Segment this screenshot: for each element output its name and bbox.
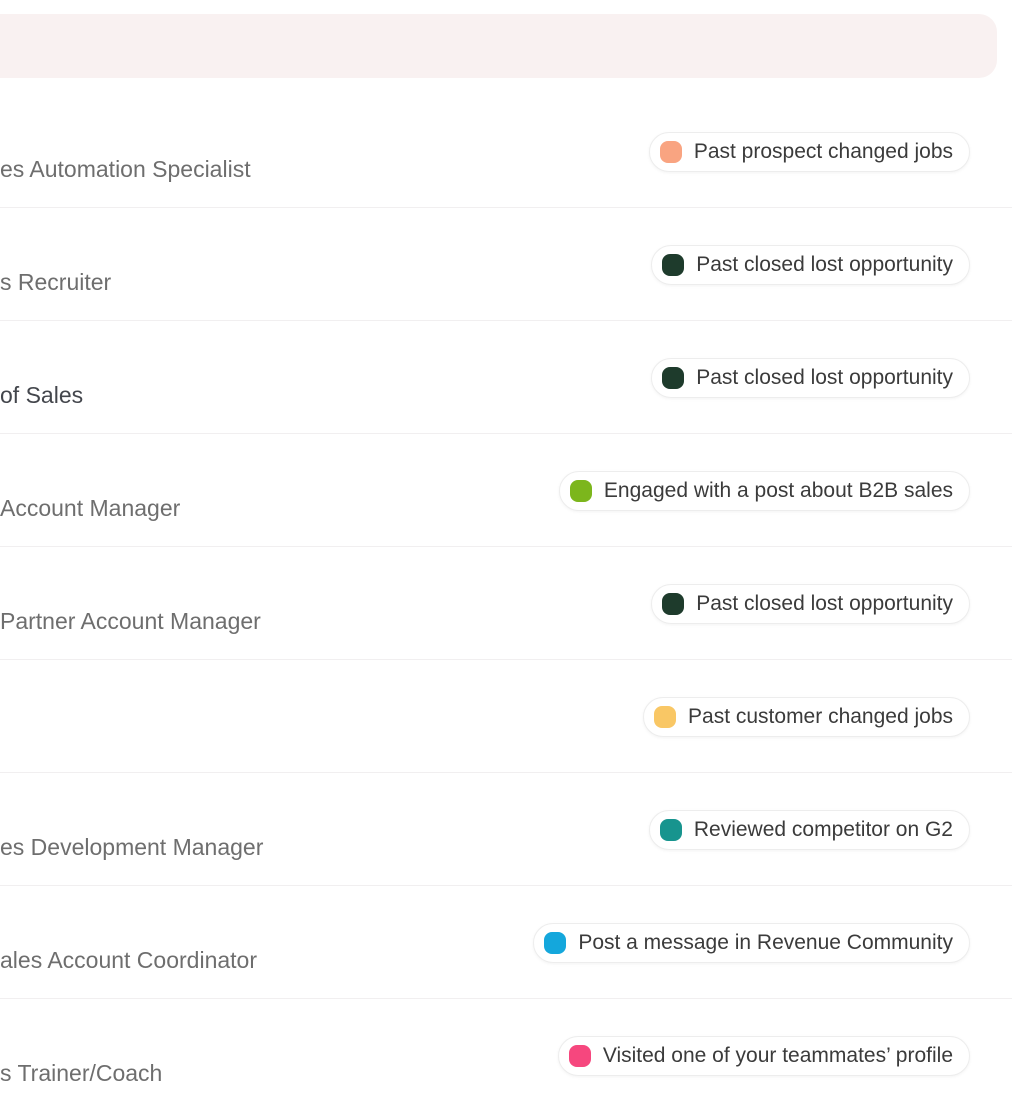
prospect-title: s Recruiter: [0, 269, 112, 295]
prospect-title: Partner Account Manager: [0, 608, 261, 634]
list-item[interactable]: ales Account Coordinator Post a message …: [0, 886, 1012, 999]
prospect-title: s Trainer/Coach: [0, 1060, 163, 1086]
signal-label: Past closed lost opportunity: [696, 366, 953, 389]
prospect-list: es Automation Specialist Past prospect c…: [0, 95, 1012, 1111]
signal-label: Past closed lost opportunity: [696, 253, 953, 276]
signal-label: Past prospect changed jobs: [693, 140, 953, 163]
signal-label: Past customer changed jobs: [688, 705, 953, 728]
signal-badge: Post a message in Revenue Community: [533, 923, 970, 963]
signal-label: Reviewed competitor on G2: [693, 818, 953, 841]
prospect-title: of Sales: [0, 382, 84, 408]
list-item[interactable]: of Sales Past closed lost opportunity: [0, 321, 1012, 434]
signal-dot-icon: [659, 141, 682, 163]
signal-dot-icon: [569, 480, 592, 502]
signal-badge: Past closed lost opportunity: [651, 245, 970, 285]
list-item[interactable]: s Recruiter Past closed lost opportunity: [0, 208, 1012, 321]
list-item[interactable]: s Trainer/Coach Visited one of your team…: [0, 999, 1012, 1111]
signal-dot-icon: [544, 932, 567, 954]
prospect-title: ales Account Coordinator: [0, 947, 257, 973]
prospect-title: es Development Manager: [0, 834, 264, 860]
signal-label: Engaged with a post about B2B sales: [603, 479, 953, 502]
signal-dot-icon: [662, 367, 685, 389]
list-item[interactable]: Account Manager Engaged with a post abou…: [0, 434, 1012, 547]
list-item[interactable]: es Development Manager Reviewed competit…: [0, 773, 1012, 886]
signal-badge: Past prospect changed jobs: [648, 132, 970, 172]
signal-label: Visited one of your teammates’ profile: [602, 1044, 953, 1067]
signal-badge: Past closed lost opportunity: [651, 358, 970, 398]
signal-dot-icon: [659, 819, 682, 841]
signal-badge: Reviewed competitor on G2: [648, 810, 970, 850]
list-item[interactable]: es Automation Specialist Past prospect c…: [0, 95, 1012, 208]
signal-badge: Visited one of your teammates’ profile: [557, 1036, 970, 1076]
signal-dot-icon: [654, 706, 677, 728]
signal-badge: Past closed lost opportunity: [651, 584, 970, 624]
list-item[interactable]: Partner Account Manager Past closed lost…: [0, 547, 1012, 660]
signal-dot-icon: [662, 254, 685, 276]
signal-label: Past closed lost opportunity: [696, 592, 953, 615]
signal-badge: Past customer changed jobs: [643, 697, 970, 737]
prospect-title: es Automation Specialist: [0, 156, 251, 182]
prospect-title: Account Manager: [0, 495, 181, 521]
signal-label: Post a message in Revenue Community: [578, 931, 953, 954]
signal-dot-icon: [662, 593, 685, 615]
signal-dot-icon: [568, 1045, 591, 1067]
list-item[interactable]: Past customer changed jobs: [0, 660, 1012, 773]
signal-badge: Engaged with a post about B2B sales: [558, 471, 970, 511]
highlight-banner: [0, 14, 997, 78]
